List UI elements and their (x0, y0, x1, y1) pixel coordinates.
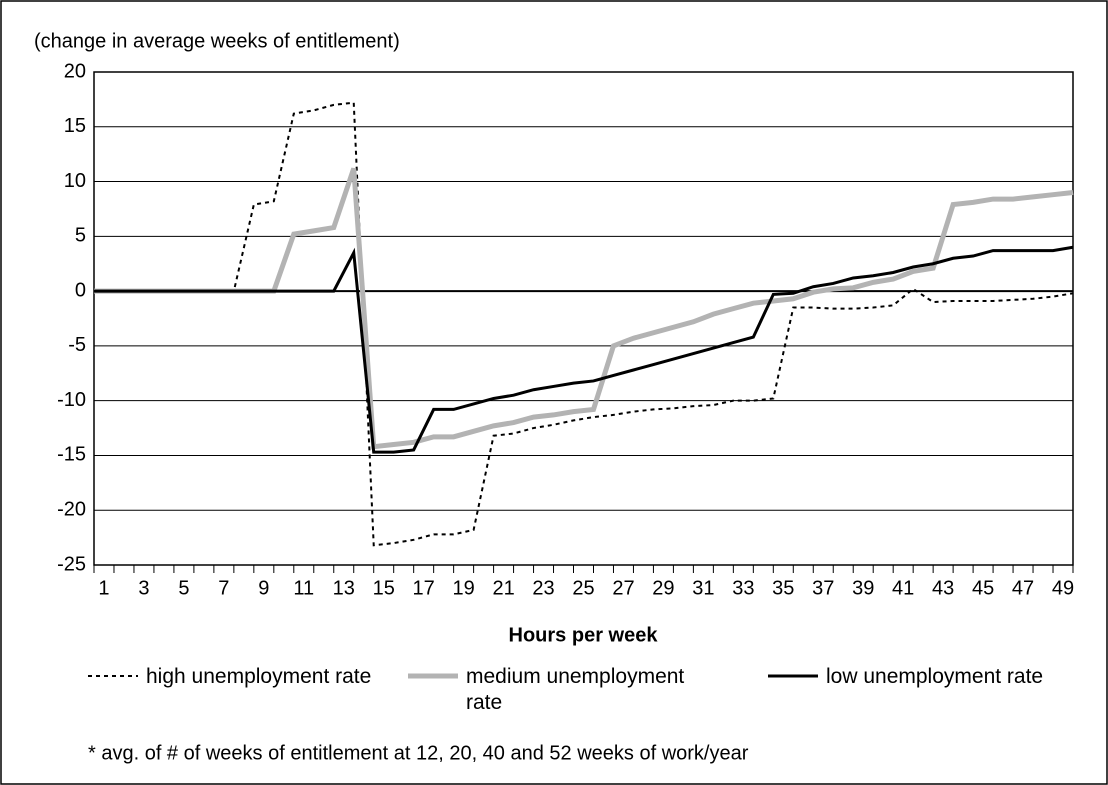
x-tick-label: 17 (413, 577, 435, 599)
x-tick-label: 41 (892, 577, 914, 599)
series-line (94, 167, 1074, 450)
y-tick-label: -15 (57, 444, 86, 466)
x-tick-label: 23 (532, 577, 554, 599)
x-tick-label: 25 (572, 577, 594, 599)
x-tick-label: 13 (333, 577, 355, 599)
y-tick-label: 20 (64, 60, 86, 82)
x-tick-label: 35 (772, 577, 794, 599)
footnote: * avg. of # of weeks of entitlement at 1… (88, 742, 749, 764)
x-tick-label: 21 (492, 577, 514, 599)
y-tick-label: -25 (57, 553, 86, 575)
x-tick-label: 37 (812, 577, 834, 599)
y-axis-label: (change in average weeks of entitlement) (34, 30, 400, 52)
x-tick-label: 1 (98, 577, 109, 599)
x-tick-label: 47 (1012, 577, 1034, 599)
x-tick-label: 31 (692, 577, 714, 599)
x-tick-label: 27 (612, 577, 634, 599)
legend-label: low unemployment rate (826, 665, 1044, 688)
x-tick-label: 49 (1052, 577, 1074, 599)
x-tick-label: 3 (138, 577, 149, 599)
legend-label: medium unemployment rate (466, 665, 685, 714)
x-tick-label: 33 (732, 577, 754, 599)
series-line (94, 101, 1074, 547)
y-tick-label: 0 (75, 279, 86, 301)
x-tick-label: 15 (373, 577, 395, 599)
y-tick-label: 10 (64, 170, 86, 192)
x-tick-label: 19 (452, 577, 474, 599)
x-tick-label: 29 (652, 577, 674, 599)
x-tick-label: 7 (218, 577, 229, 599)
x-tick-label: 39 (852, 577, 874, 599)
x-tick-label: 11 (293, 577, 314, 599)
y-tick-label: 15 (64, 115, 86, 137)
x-tick-label: 9 (258, 577, 269, 599)
x-tick-label: 45 (972, 577, 994, 599)
y-tick-label: -10 (57, 389, 86, 411)
y-tick-label: -5 (68, 334, 86, 356)
series-line (94, 245, 1074, 454)
x-tick-label: 43 (932, 577, 954, 599)
y-tick-label: -20 (57, 499, 86, 521)
x-tick-label: 5 (178, 577, 189, 599)
plot-border (93, 71, 1074, 566)
x-axis-label: Hours per week (509, 624, 659, 646)
y-tick-label: 5 (75, 225, 86, 247)
legend-label: high unemployment rate (146, 665, 372, 688)
